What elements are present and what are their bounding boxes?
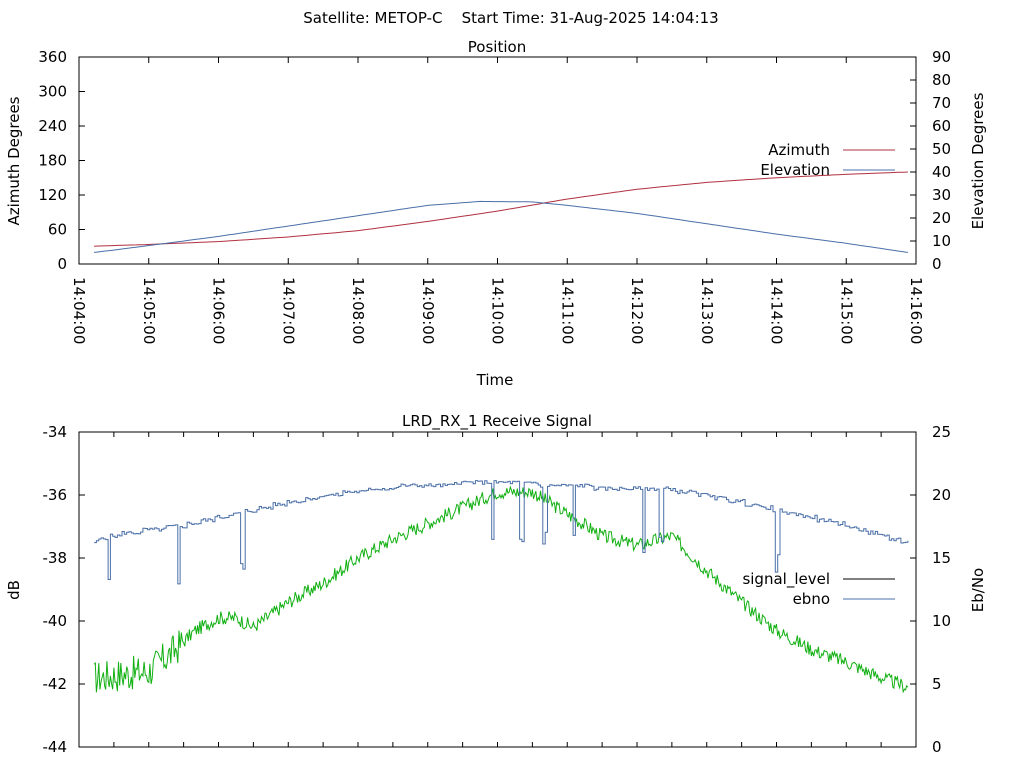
elevation-tick-label: 10: [932, 232, 951, 250]
db-tick-label: -42: [43, 675, 68, 693]
legend-ebno-label: ebno: [793, 590, 830, 608]
figure-title: Satellite: METOP-C Start Time: 31-Aug-20…: [303, 9, 718, 27]
position-x-axis-label: Time: [476, 371, 514, 389]
elevation-tick-label: 50: [932, 140, 951, 158]
elevation-tick-label: 0: [932, 255, 942, 273]
azimuth-tick-label: 60: [48, 221, 67, 239]
db-tick-label: -36: [43, 486, 68, 504]
azimuth-axis-label: Azimuth Degrees: [5, 96, 23, 225]
time-tick-label: 14:13:00: [698, 277, 716, 344]
time-tick-label: 14:08:00: [349, 277, 367, 344]
time-tick-label: 14:06:00: [210, 277, 228, 344]
receive-signal-plot-frame: [78, 431, 917, 748]
time-tick-label: 14:04:00: [70, 277, 88, 344]
elevation-axis-label: Elevation Degrees: [969, 92, 987, 229]
time-tick-label: 14:09:00: [419, 277, 437, 344]
ebno-tick-label: 25: [932, 423, 951, 441]
legend-signal-level-label: signal_level: [742, 570, 830, 589]
legend-azimuth-label: Azimuth: [768, 141, 830, 159]
legend-elevation-label: Elevation: [760, 161, 830, 179]
receive-signal-chart: LRD_RX_1 Receive Signal -34 -36 -38 -40 -42 -…: [5, 412, 987, 756]
signal-level-line: [93, 485, 909, 694]
time-tick-label: 14:10:00: [489, 277, 507, 344]
ebno-axis-label: Eb/No: [969, 568, 987, 612]
azimuth-tick-label: 300: [38, 83, 67, 101]
ebno-tick-label: 10: [932, 612, 951, 630]
db-tick-label: -34: [43, 423, 68, 441]
azimuth-tick-label: 180: [38, 152, 67, 170]
time-tick-label: 14:11:00: [558, 277, 576, 344]
position-chart-title: Position: [468, 38, 526, 56]
elevation-tick-label: 40: [932, 163, 951, 181]
db-tick-label: -40: [43, 612, 68, 630]
azimuth-tick-label: 120: [38, 186, 67, 204]
elevation-line: [94, 200, 908, 253]
position-chart: Position 0 60 120 180 240 300 360 0 10 20 30 40 50 60…: [5, 38, 987, 389]
elevation-tick-label: 90: [932, 48, 951, 66]
elevation-tick-label: 30: [932, 186, 951, 204]
db-axis-label: dB: [5, 580, 23, 600]
time-tick-label: 14:12:00: [628, 277, 646, 344]
ebno-tick-label: 0: [932, 738, 942, 756]
ebno-tick-label: 15: [932, 549, 951, 567]
azimuth-line: [94, 171, 908, 247]
db-tick-label: -44: [43, 738, 68, 756]
ebno-tick-label: 5: [932, 675, 942, 693]
azimuth-tick-label: 360: [38, 48, 67, 66]
elevation-tick-label: 80: [932, 71, 951, 89]
elevation-tick-label: 20: [932, 209, 951, 227]
elevation-tick-label: 70: [932, 94, 951, 112]
time-tick-label: 14:07:00: [279, 277, 297, 344]
time-tick-label: 14:15:00: [837, 277, 855, 344]
receive-signal-chart-title: LRD_RX_1 Receive Signal: [402, 412, 592, 431]
db-tick-label: -38: [43, 549, 68, 567]
ebno-line: [94, 480, 909, 585]
ebno-tick-label: 20: [932, 486, 951, 504]
azimuth-tick-label: 0: [57, 255, 67, 273]
azimuth-tick-label: 240: [38, 117, 67, 135]
elevation-tick-label: 60: [932, 117, 951, 135]
time-tick-label: 14:05:00: [140, 277, 158, 344]
time-tick-label: 14:14:00: [768, 277, 786, 344]
time-tick-label: 14:16:00: [907, 277, 925, 344]
